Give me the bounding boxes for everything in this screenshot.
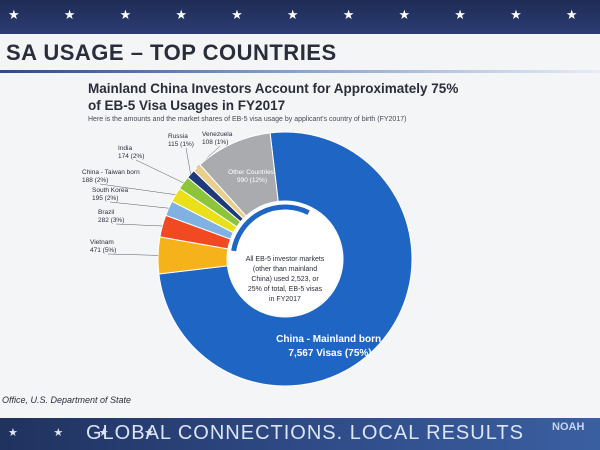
slice-china-mainland-born — [158, 131, 413, 387]
chart-subtitle: Here is the amounts and the market share… — [88, 116, 407, 123]
center-note: All EB-5 investor markets (other than mai… — [246, 256, 325, 303]
footer-logo: NOAH — [552, 421, 585, 433]
footer-banner: ★ ★ ★ ★ GLOBAL CONNECTIONS. LOCAL RESULT… — [0, 418, 600, 450]
label-brazil: Brazil 282 (3%) — [98, 209, 124, 224]
label-china-mainland: China - Mainland born, 7,567 Visas (75%) — [276, 334, 384, 359]
slide-title: SA USAGE – TOP COUNTRIES — [6, 40, 337, 65]
leader-line — [115, 223, 163, 227]
inner-accent-arc — [231, 204, 310, 252]
title-divider — [0, 70, 600, 73]
donut-chart: China - Mainland born, 7,567 Visas (75%) V… — [82, 131, 413, 387]
source-note: Office, U.S. Department of State — [2, 395, 132, 405]
label-vietnam: Vietnam 471 (5%) — [90, 239, 116, 254]
chart-title: Mainland China Investors Account for App… — [88, 81, 459, 113]
slice-other-countries — [199, 132, 279, 217]
label-venezuela: Venezuela 108 (1%) — [202, 131, 233, 146]
star-row-top: ★ ★ ★ ★ ★ ★ ★ ★ ★ ★ ★ ★ ★ ★ ★ ★ ★ ★ ★ ★ … — [8, 8, 592, 23]
leader-line — [185, 147, 191, 175]
label-south-korea: South Korea 195 (2%) — [92, 187, 129, 202]
label-russia: Russia 115 (1%) — [168, 133, 194, 148]
label-china-taiwan-born: China - Taiwan born 188 (2%) — [82, 169, 140, 184]
star-row-bottom: ★ ★ ★ ★ — [8, 426, 170, 439]
footer-tagline: GLOBAL CONNECTIONS. LOCAL RESULTS — [86, 422, 524, 444]
label-india: India 174 (2%) — [118, 145, 144, 160]
leader-line — [109, 201, 169, 209]
top-banner: ★ ★ ★ ★ ★ ★ ★ ★ ★ ★ ★ ★ ★ ★ ★ ★ ★ ★ ★ ★ … — [0, 0, 600, 34]
label-other-countries: Other Countries, 990 (12%) — [228, 169, 276, 184]
donut-hole — [228, 202, 342, 316]
leader-line — [99, 183, 176, 195]
leader-line — [135, 159, 184, 184]
leader-line — [107, 253, 159, 256]
